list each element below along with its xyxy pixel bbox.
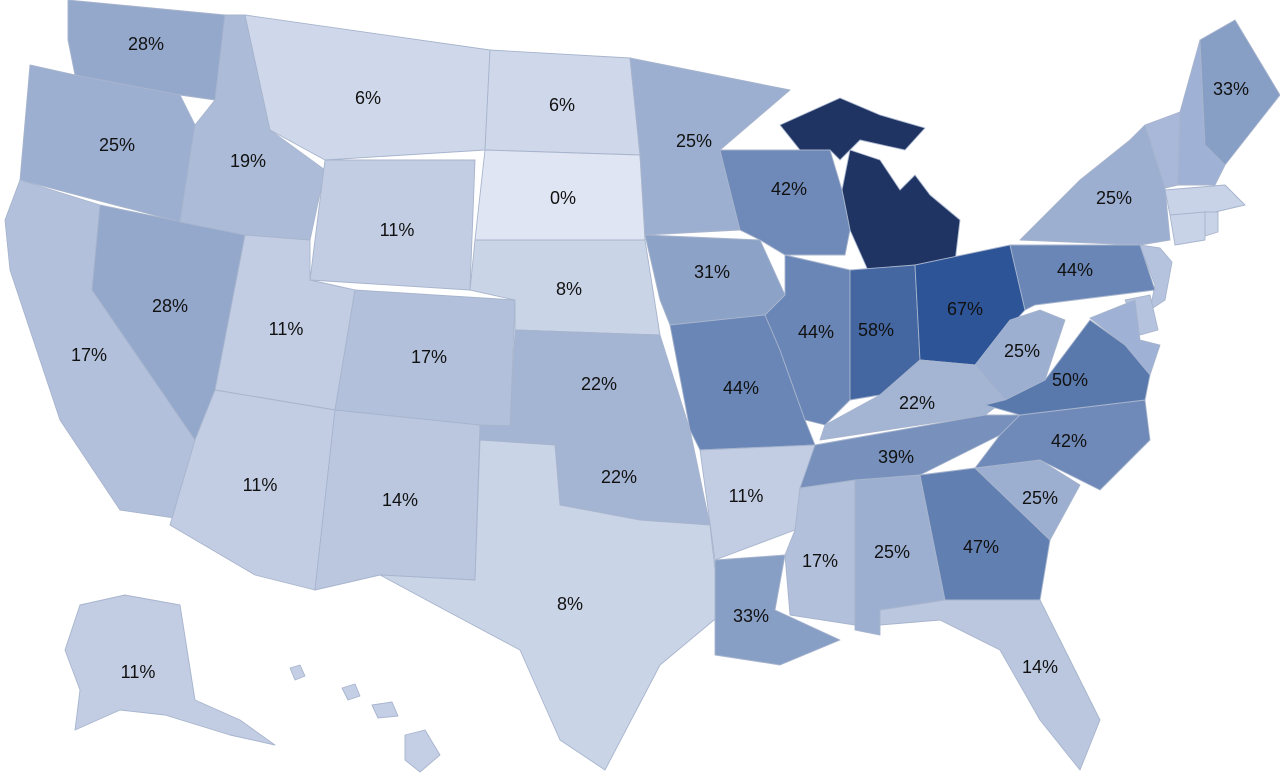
region: [379, 439, 721, 771]
regions: [4, 0, 1280, 771]
value-label: 25%: [99, 135, 135, 155]
value-label: 58%: [858, 320, 894, 340]
value-label: 25%: [1096, 188, 1132, 208]
region: [1139, 244, 1173, 311]
value-label: 33%: [1213, 79, 1249, 99]
value-label: 6%: [355, 88, 381, 108]
value-label: 44%: [1057, 260, 1093, 280]
value-label: 17%: [411, 347, 447, 367]
value-label: 17%: [802, 551, 838, 571]
region: [919, 467, 1051, 601]
region: [841, 149, 961, 276]
value-label: 11%: [243, 475, 278, 495]
value-label: 47%: [963, 537, 999, 557]
value-label: 25%: [676, 131, 712, 151]
region: [341, 683, 361, 701]
region: [244, 14, 491, 161]
value-label: 44%: [723, 378, 759, 398]
value-label: 8%: [557, 594, 583, 614]
value-label: 6%: [549, 95, 575, 115]
value-label: 25%: [1004, 341, 1040, 361]
value-label: 0%: [550, 188, 576, 208]
value-label: 11%: [121, 662, 156, 682]
value-label: 22%: [581, 374, 617, 394]
value-label: 11%: [380, 220, 415, 240]
region: [1019, 124, 1171, 246]
region: [1169, 211, 1206, 246]
region: [1199, 19, 1280, 166]
value-label: 42%: [771, 179, 807, 199]
value-label: 44%: [798, 322, 834, 342]
value-label: 17%: [71, 345, 107, 365]
value-label: 31%: [694, 262, 730, 282]
value-label: 33%: [733, 606, 769, 626]
value-label: 25%: [1022, 488, 1058, 508]
value-label: 8%: [556, 279, 582, 299]
region: [974, 309, 1066, 401]
value-label: 22%: [601, 467, 637, 487]
value-label: 14%: [1022, 657, 1058, 677]
value-label: 28%: [128, 34, 164, 54]
value-label: 67%: [947, 299, 983, 319]
region: [404, 729, 441, 773]
value-label: 42%: [1051, 431, 1087, 451]
value-label: 50%: [1052, 370, 1088, 390]
region: [1204, 211, 1219, 237]
value-label: 25%: [874, 542, 910, 562]
region: [1009, 244, 1156, 311]
value-label: 11%: [269, 319, 304, 339]
value-label: 14%: [382, 490, 418, 510]
labels: 28% 25% 17% 28% 19% 6% 11% 11% 11% 17% 14% 6% 0% 8% 22…: [71, 34, 1249, 682]
value-label: 39%: [878, 447, 914, 467]
region: [719, 149, 851, 256]
value-label: 28%: [152, 296, 188, 316]
region: [371, 701, 399, 719]
region: [289, 664, 306, 681]
region: [879, 599, 1101, 771]
region: [64, 594, 276, 746]
region: [1164, 184, 1246, 216]
value-label: 19%: [230, 151, 266, 171]
value-label: 22%: [899, 393, 935, 413]
value-label: 11%: [729, 486, 764, 506]
